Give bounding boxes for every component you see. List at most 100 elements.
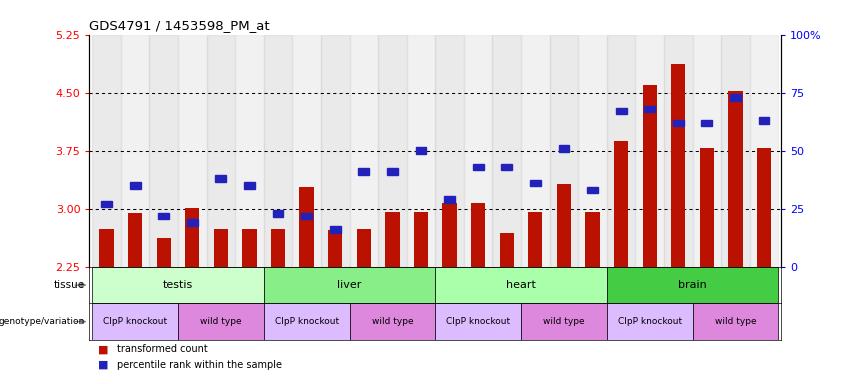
Bar: [615, 108, 626, 114]
Bar: [386, 212, 400, 267]
Text: ■: ■: [98, 360, 108, 370]
Text: wild type: wild type: [543, 317, 585, 326]
Bar: [530, 180, 540, 187]
Bar: [358, 168, 369, 175]
Bar: [730, 94, 741, 101]
Bar: [215, 175, 226, 182]
Bar: [521, 303, 607, 340]
Bar: [414, 212, 428, 267]
Bar: [235, 35, 264, 267]
Bar: [728, 91, 743, 267]
Text: wild type: wild type: [715, 317, 757, 326]
Bar: [693, 35, 721, 267]
Text: tissue: tissue: [54, 280, 85, 290]
Bar: [157, 238, 171, 267]
Text: transformed count: transformed count: [117, 344, 208, 354]
Bar: [643, 85, 657, 267]
Bar: [92, 35, 121, 267]
Bar: [500, 233, 514, 267]
Bar: [300, 187, 314, 267]
Bar: [444, 196, 455, 203]
Text: ClpP knockout: ClpP knockout: [446, 317, 511, 326]
Text: heart: heart: [506, 280, 536, 290]
Bar: [528, 212, 542, 267]
Bar: [293, 35, 321, 267]
Bar: [550, 35, 578, 267]
Bar: [350, 303, 435, 340]
Bar: [264, 303, 350, 340]
Bar: [701, 119, 712, 126]
Bar: [521, 35, 550, 267]
Text: GDS4791 / 1453598_PM_at: GDS4791 / 1453598_PM_at: [89, 19, 270, 32]
Bar: [186, 208, 199, 267]
Text: ClpP knockout: ClpP knockout: [103, 317, 167, 326]
Bar: [100, 229, 114, 267]
Bar: [271, 229, 285, 267]
Bar: [129, 182, 140, 189]
Bar: [264, 267, 436, 303]
Bar: [350, 35, 378, 267]
Bar: [214, 229, 228, 267]
Bar: [578, 35, 607, 267]
Bar: [435, 303, 521, 340]
Bar: [473, 164, 483, 170]
Bar: [607, 35, 636, 267]
Bar: [557, 184, 571, 267]
Bar: [493, 35, 521, 267]
Bar: [435, 267, 607, 303]
Bar: [321, 35, 350, 267]
Bar: [607, 303, 693, 340]
Bar: [558, 145, 569, 152]
Text: wild type: wild type: [372, 317, 414, 326]
Bar: [301, 212, 312, 219]
Bar: [378, 35, 407, 267]
Bar: [158, 212, 169, 219]
Bar: [614, 141, 628, 267]
Bar: [264, 35, 293, 267]
Bar: [636, 35, 664, 267]
Text: percentile rank within the sample: percentile rank within the sample: [117, 360, 282, 370]
Bar: [243, 229, 257, 267]
Bar: [443, 204, 457, 267]
Bar: [330, 227, 340, 233]
Bar: [585, 212, 600, 267]
Bar: [700, 148, 714, 267]
Bar: [92, 303, 178, 340]
Bar: [387, 168, 397, 175]
Bar: [471, 204, 485, 267]
Bar: [721, 35, 750, 267]
Bar: [357, 229, 371, 267]
Bar: [758, 117, 769, 124]
Bar: [415, 147, 426, 154]
Text: ■: ■: [98, 344, 108, 354]
Bar: [587, 187, 598, 194]
Bar: [407, 35, 435, 267]
Text: genotype/variation: genotype/variation: [0, 317, 85, 326]
Bar: [207, 35, 235, 267]
Text: testis: testis: [163, 280, 193, 290]
Text: wild type: wild type: [200, 317, 242, 326]
Bar: [92, 267, 264, 303]
Bar: [178, 35, 207, 267]
Bar: [750, 35, 779, 267]
Bar: [328, 230, 342, 267]
Bar: [501, 164, 512, 170]
Bar: [673, 119, 683, 126]
Bar: [757, 148, 771, 267]
Bar: [178, 303, 264, 340]
Bar: [187, 220, 197, 226]
Text: liver: liver: [337, 280, 362, 290]
Bar: [464, 35, 493, 267]
Bar: [693, 303, 779, 340]
Bar: [664, 35, 693, 267]
Bar: [607, 267, 779, 303]
Bar: [644, 106, 655, 112]
Bar: [150, 35, 178, 267]
Text: ClpP knockout: ClpP knockout: [618, 317, 682, 326]
Bar: [272, 210, 283, 217]
Bar: [671, 64, 685, 267]
Bar: [435, 35, 464, 267]
Bar: [101, 201, 112, 207]
Bar: [244, 182, 255, 189]
Bar: [128, 214, 142, 267]
